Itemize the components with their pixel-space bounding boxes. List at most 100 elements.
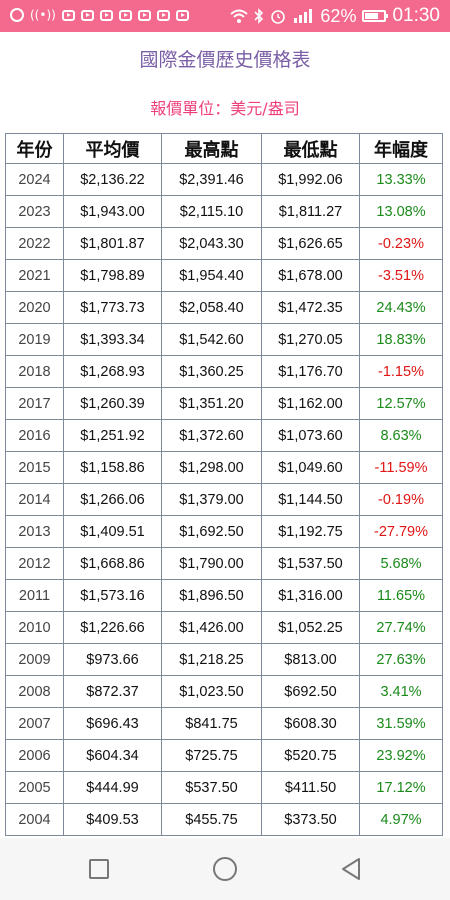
cell-high: $1,379.00	[161, 483, 262, 516]
table-row: 2024 $2,136.22 $2,391.46 $1,992.06 13.33%	[5, 163, 443, 196]
cell-year: 2024	[5, 163, 64, 196]
gold-price-table: 年份 平均價 最高點 最低點 年幅度 2024 $2,136.22 $2,391.4…	[5, 133, 443, 836]
table-header-row: 年份 平均價 最高點 最低點 年幅度	[5, 133, 443, 164]
signal-icon	[294, 9, 313, 23]
table-row: 2013 $1,409.51 $1,692.50 $1,192.75 -27.79%	[5, 515, 443, 548]
table-row: 2008 $872.37 $1,023.50 $692.50 3.41%	[5, 675, 443, 708]
cell-year: 2010	[5, 611, 64, 644]
cell-low: $1,049.60	[261, 451, 360, 484]
settings-icon	[10, 8, 24, 22]
cell-low: $1,992.06	[261, 163, 360, 196]
cell-year: 2012	[5, 547, 64, 580]
play-icon	[156, 9, 170, 21]
cell-change: -3.51%	[359, 259, 443, 292]
cell-high: $1,218.25	[161, 643, 262, 676]
cell-change: 3.41%	[359, 675, 443, 708]
status-bar: ((•)) 62% 01:30	[0, 0, 450, 32]
cell-year: 2008	[5, 675, 64, 708]
cell-change: 24.43%	[359, 291, 443, 324]
cell-high: $537.50	[161, 771, 262, 804]
table-row: 2023 $1,943.00 $2,115.10 $1,811.27 13.08%	[5, 195, 443, 228]
table-row: 2020 $1,773.73 $2,058.40 $1,472.35 24.43%	[5, 291, 443, 324]
battery-percent: 62%	[320, 6, 357, 26]
table-body: 2024 $2,136.22 $2,391.46 $1,992.06 13.33% 202…	[5, 163, 443, 836]
table-row: 2015 $1,158.86 $1,298.00 $1,049.60 -11.59%	[5, 451, 443, 484]
cell-average: $872.37	[63, 675, 162, 708]
cell-average: $1,393.34	[63, 323, 162, 356]
navigation-bar	[0, 838, 450, 900]
cell-change: 27.63%	[359, 643, 443, 676]
cell-average: $409.53	[63, 803, 162, 836]
table-row: 2018 $1,268.93 $1,360.25 $1,176.70 -1.15%	[5, 355, 443, 388]
table-row: 2017 $1,260.39 $1,351.20 $1,162.00 12.57%	[5, 387, 443, 420]
cell-average: $1,573.16	[63, 579, 162, 612]
table-row: 2011 $1,573.16 $1,896.50 $1,316.00 11.65%	[5, 579, 443, 612]
nav-home-icon[interactable]	[213, 857, 237, 881]
cell-year: 2020	[5, 291, 64, 324]
cell-high: $1,790.00	[161, 547, 262, 580]
cell-average: $696.43	[63, 707, 162, 740]
cell-year: 2019	[5, 323, 64, 356]
cell-year: 2009	[5, 643, 64, 676]
cell-high: $1,298.00	[161, 451, 262, 484]
cell-high: $1,372.60	[161, 419, 262, 452]
cell-change: 27.74%	[359, 611, 443, 644]
cell-low: $1,144.50	[261, 483, 360, 516]
nav-recents-icon[interactable]	[89, 859, 109, 879]
cell-change: 12.57%	[359, 387, 443, 420]
cell-low: $1,270.05	[261, 323, 360, 356]
cell-high: $1,360.25	[161, 355, 262, 388]
cell-average: $1,226.66	[63, 611, 162, 644]
cell-low: $411.50	[261, 771, 360, 804]
cell-high: $1,426.00	[161, 611, 262, 644]
wifi-icon	[230, 9, 249, 23]
play-icon	[118, 9, 132, 21]
table-row: 2022 $1,801.87 $2,043.30 $1,626.65 -0.23%	[5, 227, 443, 260]
cell-change: 17.12%	[359, 771, 443, 804]
cell-average: $1,409.51	[63, 515, 162, 548]
cell-change: 13.33%	[359, 163, 443, 196]
header-average: 平均價	[63, 133, 162, 164]
cell-average: $1,943.00	[63, 195, 162, 228]
cell-average: $1,801.87	[63, 227, 162, 260]
table-row: 2009 $973.66 $1,218.25 $813.00 27.63%	[5, 643, 443, 676]
header-year: 年份	[5, 133, 64, 164]
header-change: 年幅度	[359, 133, 443, 164]
cell-low: $608.30	[261, 707, 360, 740]
cast-icon: ((•))	[30, 8, 56, 22]
cell-low: $520.75	[261, 739, 360, 772]
cell-change: 18.83%	[359, 323, 443, 356]
cell-change: -0.23%	[359, 227, 443, 260]
cell-low: $813.00	[261, 643, 360, 676]
cell-high: $2,058.40	[161, 291, 262, 324]
cell-year: 2018	[5, 355, 64, 388]
cell-change: -1.15%	[359, 355, 443, 388]
cell-high: $1,692.50	[161, 515, 262, 548]
cell-high: $1,896.50	[161, 579, 262, 612]
cell-average: $1,268.93	[63, 355, 162, 388]
cell-year: 2004	[5, 803, 64, 836]
cell-high: $2,391.46	[161, 163, 262, 196]
cell-change: 31.59%	[359, 707, 443, 740]
cell-average: $1,266.06	[63, 483, 162, 516]
page-title: 國際金價歷史價格表	[139, 49, 311, 71]
notification-icons: ((•))	[10, 8, 189, 22]
cell-low: $1,162.00	[261, 387, 360, 420]
table-row: 2006 $604.34 $725.75 $520.75 23.92%	[5, 739, 443, 772]
cell-average: $1,773.73	[63, 291, 162, 324]
table-row: 2007 $696.43 $841.75 $608.30 31.59%	[5, 707, 443, 740]
cell-high: $1,954.40	[161, 259, 262, 292]
cell-high: $455.75	[161, 803, 262, 836]
cell-change: 8.63%	[359, 419, 443, 452]
cell-year: 2014	[5, 483, 64, 516]
alarm-icon	[271, 10, 286, 24]
play-icon	[99, 9, 113, 21]
cell-high: $841.75	[161, 707, 262, 740]
cell-year: 2005	[5, 771, 64, 804]
cell-year: 2007	[5, 707, 64, 740]
cell-change: 23.92%	[359, 739, 443, 772]
nav-back-icon[interactable]	[340, 857, 362, 881]
battery-icon	[362, 10, 389, 22]
cell-high: $725.75	[161, 739, 262, 772]
play-icon	[175, 9, 189, 21]
